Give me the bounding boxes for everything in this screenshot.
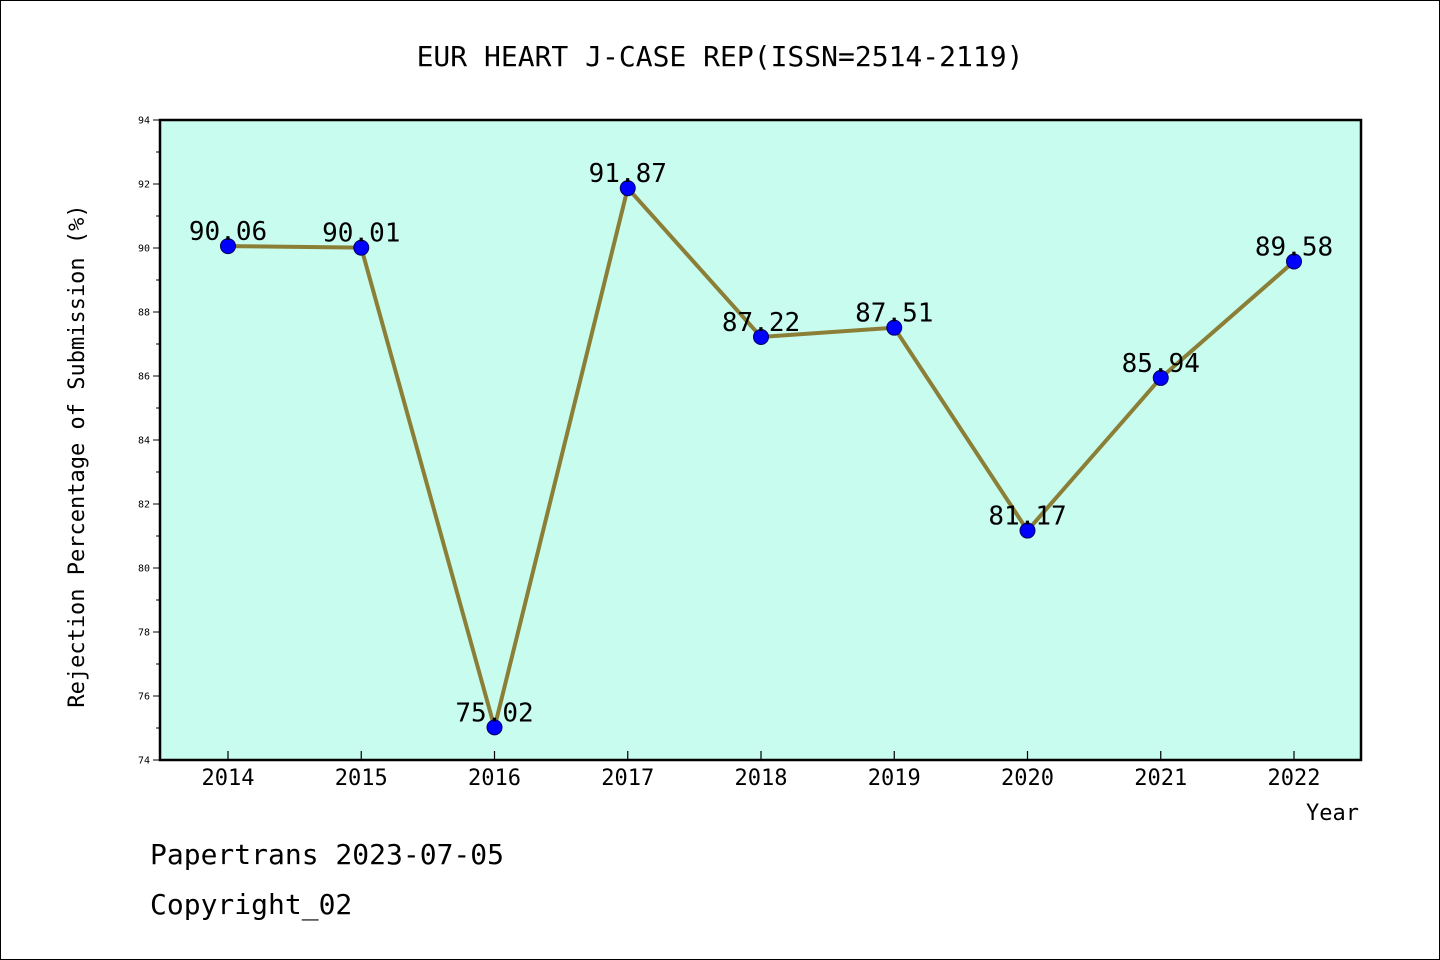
data-point: [353, 239, 370, 256]
y-axis: 74 76 78 80 82 84 86 88 90 92 94: [138, 116, 160, 767]
data-label: 75.02: [455, 698, 533, 728]
series-markers: [220, 180, 1302, 736]
y-tick-label: 78: [138, 628, 150, 639]
data-point: [1286, 253, 1302, 270]
x-tick-label: 2019: [868, 766, 921, 791]
y-tick-label: 88: [138, 308, 150, 319]
data-label: 87.22: [722, 308, 800, 338]
x-tick-label: 2021: [1134, 766, 1187, 791]
y-axis-label: Rejection Percentage of Submission (%): [65, 204, 90, 707]
data-point: [1019, 522, 1036, 539]
data-label: 90.06: [189, 217, 267, 247]
footer-copyright: Copyright_02: [150, 888, 352, 922]
plot-border: [158, 118, 1363, 762]
y-tick-label: 94: [138, 116, 150, 127]
data-point: [753, 328, 769, 345]
x-tick-label: 2015: [335, 766, 388, 791]
y-tick-label: 76: [138, 692, 150, 703]
x-axis: 2014 2015 2016 2017 2018 2019 2020 2021 2022: [202, 751, 1321, 791]
chart-title: EUR HEART J-CASE REP(ISSN=2514-2119): [417, 40, 1024, 73]
y-tick-label: 74: [138, 756, 150, 767]
y-tick-label: 92: [138, 180, 150, 191]
x-tick-label: 2022: [1268, 766, 1321, 791]
data-label: 85.94: [1122, 349, 1200, 379]
data-label: 81.17: [988, 502, 1066, 532]
x-tick-label: 2017: [601, 766, 654, 791]
y-tick-label: 82: [138, 500, 150, 511]
footer-date: Papertrans 2023-07-05: [150, 838, 504, 871]
y-tick-label: 90: [138, 244, 150, 255]
data-label: 89.58: [1255, 232, 1333, 262]
x-tick-label: 2014: [202, 766, 255, 791]
x-tick-label: 2020: [1001, 766, 1054, 791]
plot-area: [160, 120, 1361, 760]
x-tick-label: 2016: [468, 766, 521, 791]
data-labels: 90.06 90.01 75.02 91.87 87.22 87.51 81.17 85.94…: [189, 159, 1333, 728]
data-point: [220, 238, 236, 255]
x-tick-label: 2018: [735, 766, 788, 791]
y-tick-label: 86: [138, 372, 150, 383]
x-axis-label: Year: [1306, 801, 1359, 826]
y-tick-label: 84: [138, 436, 150, 447]
data-point: [886, 319, 903, 336]
data-point: [486, 719, 503, 736]
data-point: [1152, 369, 1169, 386]
y-tick-label: 80: [138, 564, 150, 575]
data-label: 90.01: [322, 219, 400, 249]
data-label: 91.87: [589, 159, 667, 189]
data-label: 87.51: [855, 299, 933, 329]
data-point: [619, 180, 636, 197]
